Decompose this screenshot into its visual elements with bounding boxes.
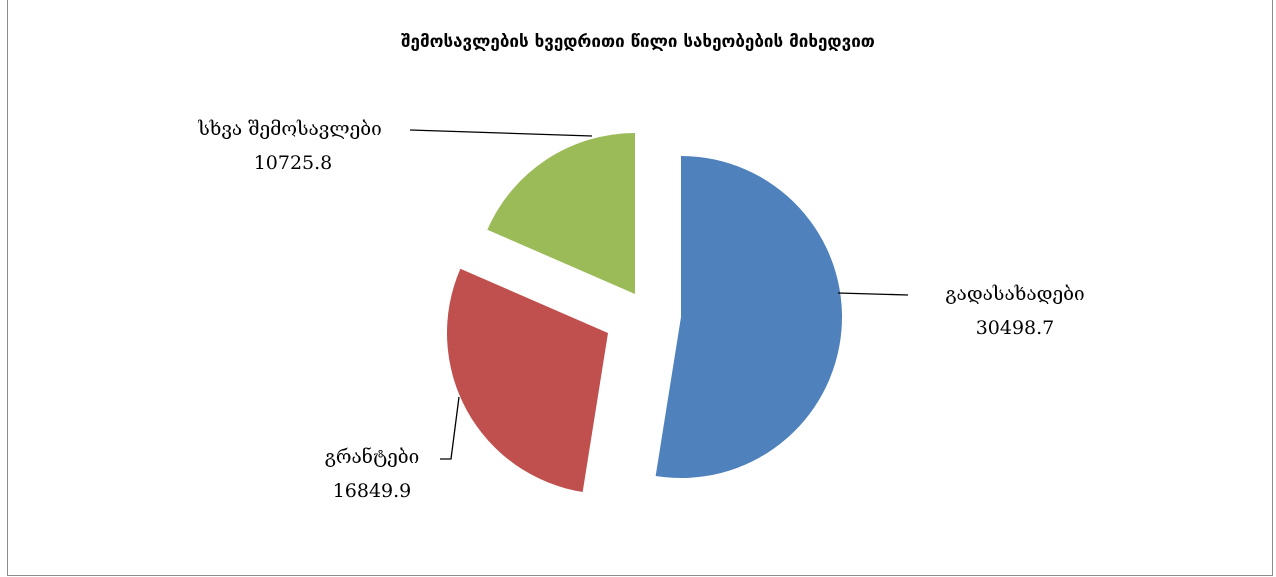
pie-slice-0 xyxy=(655,156,842,478)
pie-slice-2 xyxy=(487,133,635,294)
slice-value-label-0: 30498.7 xyxy=(976,317,1055,339)
slice-name-label-0: გადასახადები xyxy=(945,283,1084,305)
leader-line-1 xyxy=(440,396,460,460)
slice-value-label-1: 16849.9 xyxy=(333,480,412,502)
pie-slice-1 xyxy=(446,268,608,492)
leader-line-2 xyxy=(409,129,593,137)
slice-name-label-1: გრანტები xyxy=(325,446,420,468)
leader-line-0 xyxy=(837,292,909,296)
chart-title: შემოსავლების ხვედრითი წილი სახეობების მი… xyxy=(401,32,875,52)
chart-frame xyxy=(7,0,1273,576)
slice-name-label-2: სხვა შემოსავლები xyxy=(197,118,382,140)
slice-value-label-2: 10725.8 xyxy=(254,152,333,174)
